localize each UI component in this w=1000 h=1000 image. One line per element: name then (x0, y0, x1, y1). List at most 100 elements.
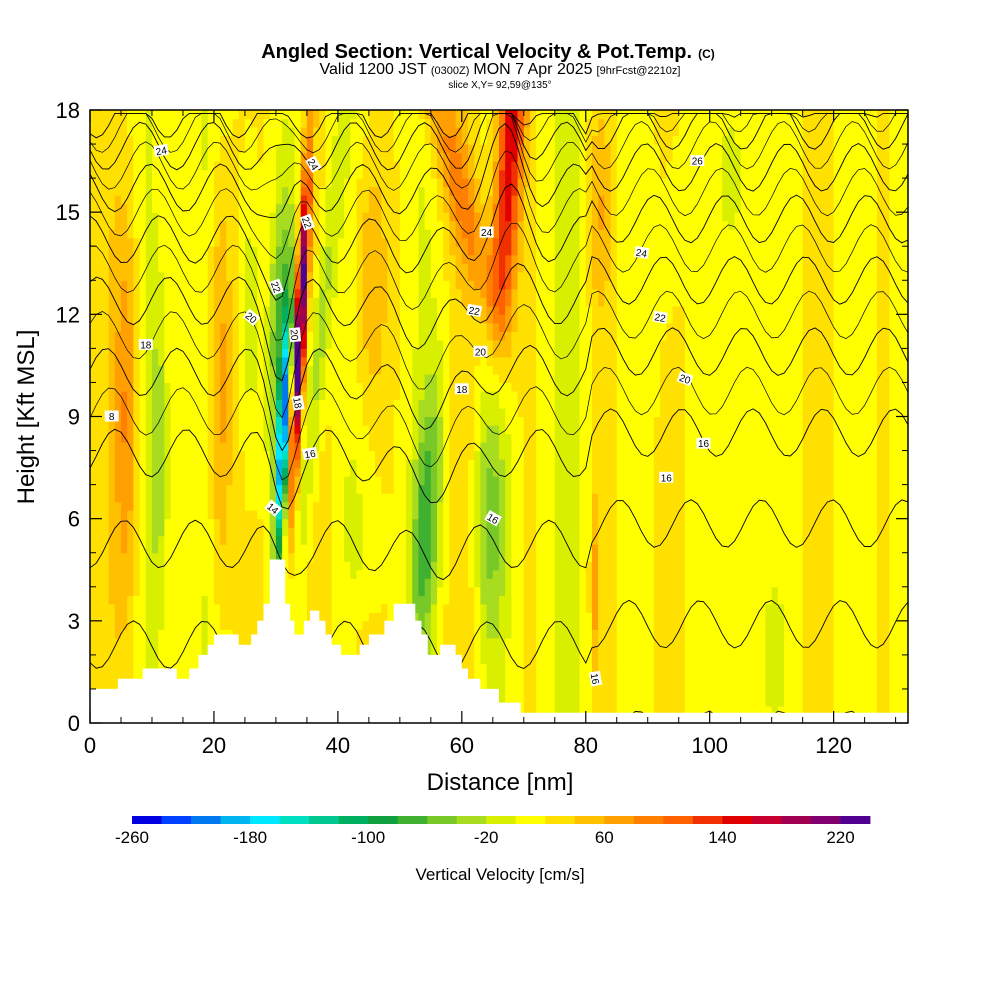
velocity-cell (96, 390, 103, 401)
velocity-cell (213, 373, 221, 384)
velocity-cell (350, 356, 358, 367)
velocity-cell (430, 578, 438, 588)
velocity-cell (139, 450, 147, 460)
velocity-cell (108, 586, 116, 596)
velocity-cell (275, 356, 283, 367)
velocity-cell (337, 629, 345, 639)
velocity-cell (269, 322, 277, 332)
velocity-cell (325, 135, 333, 145)
velocity-cell (375, 595, 382, 605)
velocity-cell (182, 152, 190, 162)
velocity-cell (108, 186, 116, 196)
velocity-cell (511, 493, 519, 503)
velocity-cell (108, 442, 116, 452)
velocity-cell (251, 237, 258, 247)
velocity-cell (102, 552, 110, 562)
velocity-cell (474, 186, 482, 196)
velocity-cell (505, 195, 512, 205)
velocity-cell (430, 331, 438, 341)
velocity-cell (325, 246, 333, 256)
velocity-cell (207, 433, 215, 443)
velocity-cell (306, 442, 314, 452)
velocity-cell (399, 433, 407, 443)
velocity-cell (207, 467, 215, 477)
velocity-cell (226, 527, 234, 537)
velocity-cell (213, 493, 221, 503)
velocity-cell (381, 118, 389, 128)
velocity-cell (164, 339, 172, 349)
velocity-cell (505, 186, 512, 196)
velocity-cell (461, 586, 469, 596)
velocity-cell (145, 603, 153, 613)
velocity-cell (511, 237, 519, 247)
velocity-cell (294, 118, 302, 128)
velocity-cell (102, 212, 110, 222)
velocity-cell (461, 195, 469, 205)
velocity-cell (133, 425, 141, 435)
velocity-cell (375, 433, 382, 443)
velocity-cell (114, 578, 122, 588)
velocity-cell (306, 561, 314, 571)
velocity-cell (356, 390, 364, 401)
velocity-cell (362, 127, 370, 137)
velocity-cell (499, 603, 506, 613)
velocity-cell (189, 510, 196, 520)
velocity-cell (90, 501, 97, 511)
velocity-cell (170, 212, 178, 222)
velocity-cell (406, 467, 413, 477)
velocity-cell (170, 433, 178, 443)
velocity-cell (120, 365, 128, 375)
velocity-cell (387, 399, 395, 409)
velocity-cell (344, 322, 351, 332)
velocity-cell (505, 450, 512, 460)
velocity-cell (102, 535, 110, 545)
velocity-cell (480, 544, 488, 554)
velocity-cell (189, 561, 196, 571)
velocity-cell (120, 501, 128, 511)
velocity-cell (319, 561, 327, 571)
velocity-cell (275, 186, 283, 196)
velocity-cell (319, 382, 327, 392)
velocity-cell (362, 595, 370, 605)
velocity-cell (251, 620, 258, 630)
velocity-cell (300, 348, 308, 358)
velocity-cell (437, 484, 444, 494)
velocity-cell (418, 510, 426, 520)
velocity-cell (182, 484, 190, 494)
velocity-cell (344, 144, 351, 154)
velocity-cell (189, 603, 196, 613)
velocity-cell (412, 459, 420, 469)
velocity-cell (251, 450, 258, 460)
velocity-cell (232, 510, 240, 520)
velocity-cell (151, 365, 159, 375)
velocity-cell (418, 450, 426, 460)
velocity-cell (127, 646, 134, 656)
velocity-cell (170, 305, 178, 315)
velocity-cell (127, 271, 134, 281)
velocity-cell (424, 229, 432, 239)
velocity-cell (474, 271, 482, 281)
velocity-cell (381, 442, 389, 452)
velocity-cell (331, 195, 339, 205)
velocity-cell (356, 297, 364, 307)
velocity-cell (499, 280, 506, 290)
velocity-cell (195, 433, 203, 443)
velocity-cell (201, 305, 209, 315)
velocity-cell (437, 425, 444, 435)
velocity-cell (387, 467, 395, 477)
velocity-cell (350, 407, 358, 418)
velocity-cell (443, 365, 451, 375)
velocity-cell (96, 510, 103, 520)
velocity-cell (449, 407, 457, 418)
velocity-cell (139, 237, 147, 247)
velocity-cell (263, 544, 271, 554)
velocity-cell (412, 399, 420, 409)
velocity-cell (90, 467, 97, 477)
velocity-cell (226, 365, 234, 375)
velocity-cell (393, 203, 401, 213)
velocity-cell (319, 501, 327, 511)
velocity-cell (344, 110, 351, 120)
velocity-cell (331, 271, 339, 281)
velocity-cell (294, 612, 302, 622)
velocity-cell (90, 493, 97, 503)
